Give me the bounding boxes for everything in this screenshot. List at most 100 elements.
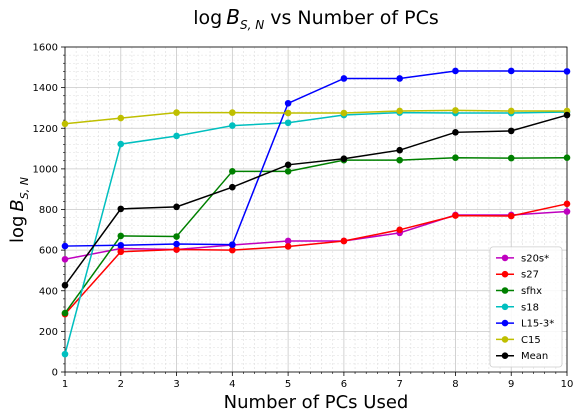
data-point-s18 (284, 119, 292, 127)
data-point-s20s (563, 208, 571, 215)
y-tick-label: 800 (39, 205, 58, 216)
data-point-s27 (173, 246, 180, 253)
data-point-c15 (340, 109, 348, 117)
legend-marker-s18 (501, 303, 509, 311)
y-axis-label-log: log (7, 216, 28, 243)
data-point-c15 (284, 109, 292, 117)
data-point-l15-3 (563, 68, 571, 75)
data-point-sfhx (173, 233, 180, 240)
data-point-l15-3 (229, 241, 236, 248)
x-tick-label: 2 (118, 379, 124, 390)
data-point-s27 (340, 237, 348, 245)
data-point-sfhx (396, 156, 403, 164)
chart-title: log BS, N vs Number of PCs (193, 5, 439, 32)
legend-marker-sfhx (501, 287, 509, 294)
series-line-s18 (64, 111, 568, 355)
data-point-mean (284, 161, 292, 169)
chart-title-subscript: S, N (240, 18, 264, 32)
x-tick-label: 10 (561, 379, 574, 390)
series-line-s20s (64, 210, 568, 261)
data-point-s18 (117, 140, 125, 148)
chart-title-rest: vs Number of PCs (264, 7, 439, 29)
data-point-mean (340, 155, 348, 163)
legend-label-s18: s18 (521, 302, 539, 313)
data-point-l15-3 (284, 99, 292, 107)
data-point-sfhx (284, 168, 292, 175)
data-point-l15-3 (117, 241, 125, 249)
data-point-c15 (452, 107, 459, 114)
legend-box (489, 246, 563, 368)
y-tick-label: 400 (39, 286, 58, 297)
data-point-sfhx (229, 168, 236, 175)
legend-marker-s27 (501, 270, 509, 278)
y-tick-label: 200 (39, 327, 58, 338)
legend-marker-s20s (501, 254, 509, 262)
y-tick-label: 600 (39, 246, 58, 257)
y-axis-ticks: 0 200 400 600 800 1000 1200 1400 1600 (33, 43, 65, 379)
data-point-mean (61, 281, 69, 289)
data-point-c15 (507, 107, 515, 115)
legend-label-mean: Mean (521, 351, 548, 362)
data-point-s20s (61, 255, 69, 263)
data-point-s27 (563, 200, 571, 208)
legend-label-s27: s27 (521, 270, 539, 281)
legend-marker-c15 (501, 336, 509, 343)
series-layer (61, 67, 571, 358)
series-line-s27 (64, 203, 568, 315)
series-line-c15 (64, 109, 567, 125)
x-axis-ticks: 1 2 3 4 5 6 7 8 9 10 (62, 372, 574, 390)
data-point-l15-3 (173, 240, 180, 248)
legend-marker-l15-3 (501, 319, 509, 327)
x-tick-label: 8 (452, 379, 458, 390)
series-line-mean (64, 114, 568, 286)
x-tick-label: 3 (173, 379, 179, 390)
legend-label-l15-3: L15-3* (521, 319, 554, 330)
data-point-sfhx (452, 154, 459, 162)
y-tick-label: 1000 (33, 164, 58, 175)
data-point-s18 (61, 350, 69, 358)
data-point-s18 (173, 132, 180, 140)
x-tick-label: 5 (285, 379, 291, 390)
series-line-sfhx (64, 156, 568, 314)
data-point-mean (117, 205, 125, 213)
data-point-sfhx (117, 232, 125, 240)
y-tick-label: 0 (52, 368, 58, 379)
data-point-s27 (117, 248, 125, 256)
data-point-s27 (284, 243, 292, 250)
legend-label-c15: C15 (521, 335, 541, 346)
data-point-mean (507, 127, 515, 135)
data-point-mean (396, 146, 403, 154)
x-tick-label: 6 (341, 379, 347, 390)
data-point-s27 (396, 226, 403, 234)
y-axis-label-subscript: S, N (18, 177, 31, 199)
x-tick-label: 4 (229, 379, 235, 390)
data-point-l15-3 (61, 242, 69, 250)
x-tick-label: 1 (62, 379, 68, 390)
legend-marker-mean (501, 352, 509, 360)
legend-label-sfhx: sfhx (521, 286, 542, 297)
x-axis-label: Number of PCs Used (224, 392, 409, 413)
data-point-l15-3 (507, 67, 515, 75)
data-point-s27 (507, 212, 515, 220)
data-point-sfhx (61, 309, 69, 317)
y-axis-label: logBS, N (7, 177, 31, 243)
data-point-mean (173, 203, 180, 211)
y-tick-label: 1200 (33, 124, 58, 135)
data-point-mean (229, 183, 236, 191)
y-tick-label: 1600 (33, 43, 58, 54)
data-point-s20s (284, 237, 292, 245)
data-point-l15-3 (396, 75, 403, 82)
x-tick-label: 9 (508, 379, 514, 390)
data-point-mean (563, 111, 571, 119)
data-point-c15 (229, 109, 236, 116)
data-point-c15 (173, 109, 180, 116)
series-line-l15-3 (64, 70, 568, 247)
data-point-c15 (61, 120, 69, 128)
legend: s20s* s27 sfhx s18 L15-3* C15 Mean (489, 246, 563, 368)
data-point-c15 (117, 114, 125, 122)
x-tick-label: 7 (396, 379, 402, 390)
data-point-l15-3 (452, 67, 459, 75)
legend-label-s20s: s20s* (521, 253, 549, 264)
data-point-s27 (452, 212, 459, 219)
